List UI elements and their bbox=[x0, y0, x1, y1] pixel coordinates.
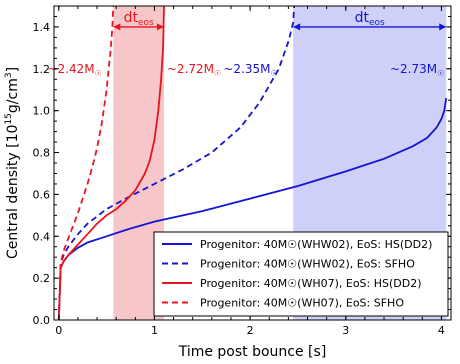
x-tick-label-3: 3 bbox=[342, 324, 349, 337]
y-tick-label-4: 0.8 bbox=[33, 147, 51, 160]
mass-annotation-1: ~2.72M☉ bbox=[167, 62, 221, 78]
mass-annotation-3: ~2.73M☉ bbox=[390, 62, 444, 78]
x-tick-label-4: 4 bbox=[438, 324, 445, 337]
dt-arrow-head-left-red bbox=[113, 23, 121, 31]
y-axis-label-end: ] bbox=[5, 67, 21, 72]
legend-label-1: Progenitor: 40M☉(WHW02), EoS: SFHO bbox=[200, 258, 415, 271]
series-lines bbox=[57, 5, 448, 321]
series-line-1 bbox=[57, 5, 295, 321]
series-line-2 bbox=[57, 5, 165, 321]
series-line-3 bbox=[57, 5, 115, 321]
y-tick-label-7: 1.4 bbox=[33, 21, 51, 34]
mass-annotation-0: ~2.42M☉ bbox=[48, 62, 102, 78]
y-tick-label-3: 0.6 bbox=[33, 188, 51, 201]
mass-annotations: ~2.42M☉ ~2.72M☉ ~2.35M☉ ~2.73M☉ bbox=[48, 62, 445, 78]
x-tick-label-0: 0 bbox=[55, 324, 62, 337]
y-axis-label-sup1: 15 bbox=[4, 113, 14, 124]
dt-arrow-head-right-blue bbox=[439, 23, 447, 31]
axis-ticks: 0 1 2 3 4 0.0 0.2 0.4 0.6 0.8 1.0 1.2 1.4 bbox=[33, 5, 451, 337]
legend-label-3: Progenitor: 40M☉(WH07), EoS: SFHO bbox=[200, 297, 404, 310]
legend-box bbox=[153, 231, 449, 317]
dt-arrow-head-right-red bbox=[157, 23, 165, 31]
y-axis-label: Central density [1015g/cm3] bbox=[4, 67, 21, 259]
mass-annotation-2: ~2.35M☉ bbox=[223, 62, 277, 78]
dt-eos-label-red: dteos bbox=[124, 10, 154, 28]
y-tick-label-2: 0.4 bbox=[33, 230, 51, 243]
legend: Progenitor: 40M☉(WHW02), EoS: HS(DD2) Pro… bbox=[153, 231, 449, 317]
y-tick-label-0: 0.0 bbox=[33, 314, 51, 327]
y-tick-label-1: 0.2 bbox=[33, 272, 51, 285]
y-tick-label-6: 1.2 bbox=[33, 63, 51, 76]
dt-arrow-head-left-blue bbox=[293, 23, 301, 31]
dt-eos-label-blue: dteos bbox=[355, 10, 385, 28]
legend-label-2: Progenitor: 40M☉(WH07), EoS: HS(DD2) bbox=[200, 277, 422, 290]
y-axis-label-sup2: 3 bbox=[4, 72, 14, 78]
y-tick-label-5: 1.0 bbox=[33, 105, 51, 118]
y-axis-label-mid: g/cm bbox=[5, 78, 21, 113]
x-tick-label-1: 1 bbox=[151, 324, 158, 337]
legend-label-0: Progenitor: 40M☉(WHW02), EoS: HS(DD2) bbox=[200, 238, 432, 251]
dt-eos-arrows: dteos dteos bbox=[113, 10, 447, 31]
y-axis-label-main: Central density [10 bbox=[5, 125, 21, 259]
x-tick-label-2: 2 bbox=[247, 324, 254, 337]
x-axis-label: Time post bounce [s] bbox=[178, 344, 327, 360]
